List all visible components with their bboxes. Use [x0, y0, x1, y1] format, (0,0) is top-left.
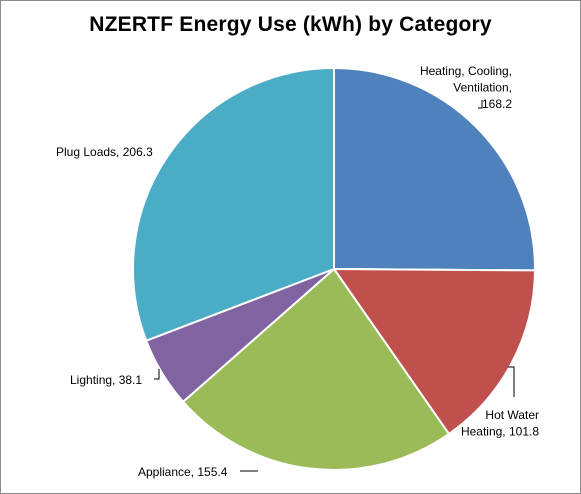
data-label-heating-cooling-ventilation: Heating, Cooling, Ventilation, 168.2 [420, 64, 512, 111]
data-label-plug-loads: Plug Loads, 206.3 [56, 145, 153, 159]
pie-slice-appliance [182, 268, 450, 471]
pie-slice-plug-loads [132, 67, 335, 342]
pie-slice-hot-water-heating [333, 268, 536, 435]
pie-slices [132, 67, 537, 471]
leader-line-heating-cooling-ventilation [478, 100, 483, 109]
leader-line-lighting [154, 369, 160, 380]
data-label-hot-water-heating: Hot Water Heating, 101.8 [461, 408, 539, 439]
data-label-lighting: Lighting, 38.1 [70, 373, 142, 387]
leader-lines [154, 100, 515, 472]
data-label-appliance: Appliance, 155.4 [138, 465, 228, 479]
pie-slice-heating-cooling-ventilation [333, 67, 537, 272]
chart-title: NZERTF Energy Use (kWh) by Category [89, 13, 492, 36]
leader-line-hot-water-heating [508, 366, 515, 397]
slice-labels: Heating, Cooling, Ventilation, 168.2 Hot Wa… [56, 64, 539, 479]
